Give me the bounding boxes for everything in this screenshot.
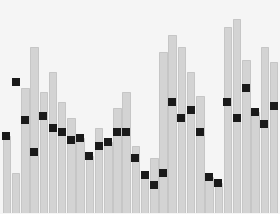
Bar	[261, 48, 268, 213]
Bar	[196, 96, 204, 213]
Bar	[12, 172, 19, 213]
Bar	[187, 72, 194, 213]
Bar	[169, 35, 176, 213]
Bar	[214, 183, 222, 213]
Bar	[3, 136, 10, 213]
Bar	[178, 48, 185, 213]
Bar	[159, 52, 167, 213]
Bar	[86, 156, 93, 213]
Bar	[242, 59, 250, 213]
Bar	[205, 177, 213, 213]
Bar	[30, 48, 38, 213]
Bar	[104, 142, 111, 213]
Bar	[39, 92, 47, 213]
Bar	[251, 112, 259, 213]
Bar	[76, 138, 84, 213]
Bar	[150, 158, 158, 213]
Bar	[58, 102, 66, 213]
Bar	[67, 118, 75, 213]
Bar	[224, 27, 231, 213]
Bar	[233, 19, 241, 213]
Bar	[21, 88, 29, 213]
Bar	[95, 128, 102, 213]
Bar	[141, 175, 148, 213]
Bar	[113, 108, 121, 213]
Bar	[270, 62, 277, 213]
Bar	[132, 146, 139, 213]
Bar	[49, 72, 56, 213]
Bar	[122, 92, 130, 213]
